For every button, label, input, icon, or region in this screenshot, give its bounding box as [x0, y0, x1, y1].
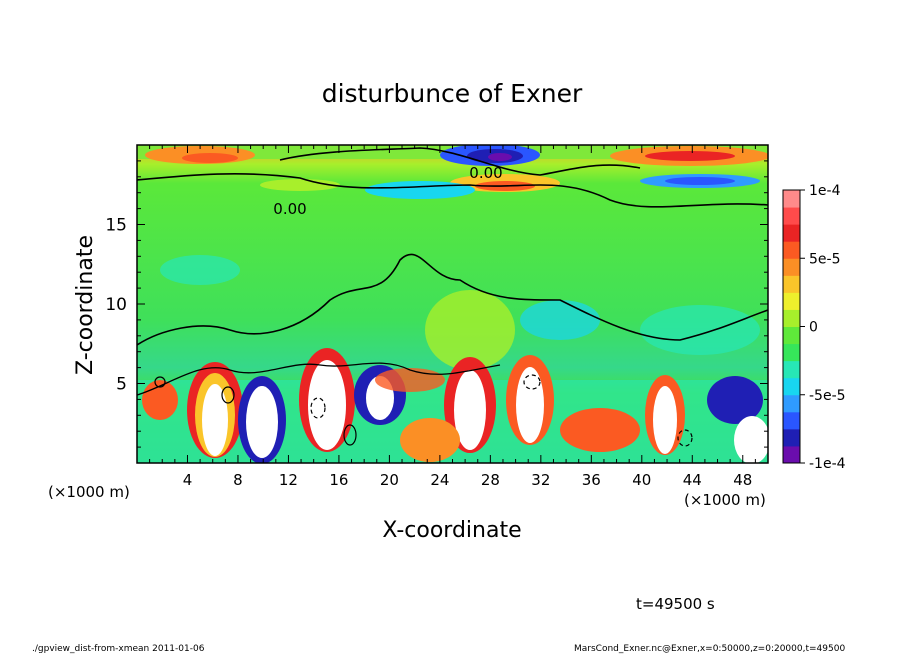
plume-e [444, 357, 496, 453]
plume-a [187, 362, 243, 458]
x-tick-label: 32 [531, 471, 550, 489]
colorbar-swatch [783, 411, 800, 430]
colorbar-swatch [783, 377, 800, 396]
colorbar-swatch [783, 394, 800, 413]
colorbar-tick-label: 1e-4 [809, 183, 841, 199]
footer-left: ./gpview_dist-from-xmean 2011-01-06 [32, 644, 205, 654]
colorbar-tick-label: -5e-5 [809, 388, 846, 404]
plume-c [299, 348, 355, 452]
colorbar-swatch [783, 258, 800, 276]
y-tick-label: 15 [105, 216, 127, 236]
colorbar-swatch [783, 326, 800, 345]
footer-right: MarsCond_Exner.nc@Exner,x=0:50000,z=0:20… [574, 644, 845, 654]
colorbar-swatch [783, 207, 800, 225]
colorbar-swatch [783, 343, 800, 362]
colorbar-swatch [783, 241, 800, 259]
colorbar-swatch [783, 445, 800, 464]
x-tick-label: 28 [481, 471, 500, 489]
heatmap-field [137, 145, 768, 463]
x-tick-label: 36 [582, 471, 601, 489]
colorbar-tick-label: 5e-5 [809, 251, 840, 267]
colorbar-swatch [783, 275, 800, 293]
time-label: t=49500 s [636, 595, 715, 613]
plume-f [506, 355, 554, 445]
x-tick-label: 16 [329, 471, 348, 489]
x-tick-label: 48 [733, 471, 752, 489]
colorbar-swatch [783, 292, 800, 310]
y-axis-label: Z-coordinate [73, 235, 98, 375]
x-tick-label: 20 [380, 471, 399, 489]
colorbar-swatch [783, 428, 800, 447]
colorbar-swatch [783, 309, 800, 327]
y-tick-label: 5 [116, 375, 127, 395]
contour-label-left: 0.00 [273, 200, 306, 218]
x-unit-left: (×1000 m) [48, 483, 130, 501]
colorbar-swatch [783, 360, 800, 379]
colorbar-tick-label: 0 [809, 320, 818, 336]
x-tick-label: 40 [632, 471, 651, 489]
y-tick-label: 10 [105, 295, 127, 315]
x-tick-label: 8 [233, 471, 243, 489]
plume-h [645, 375, 685, 455]
x-tick-label: 4 [183, 471, 193, 489]
colorbar-tick-label: -1e-4 [809, 456, 846, 472]
colorbar-swatch [783, 190, 800, 208]
x-axis-label: X-coordinate [382, 518, 521, 543]
x-tick-label: 44 [683, 471, 702, 489]
plume-b [238, 376, 286, 463]
x-tick-label: 24 [430, 471, 449, 489]
x-unit-right: (×1000 m) [684, 491, 766, 509]
colorbar-swatch [783, 224, 800, 242]
plume-g [560, 408, 640, 452]
plume-i [707, 376, 768, 463]
contour-label-top: 0.00 [469, 164, 502, 182]
colorbar: 1e-4 5e-5 0 -5e-5 -1e-4 [782, 183, 846, 472]
chart-title: disturbunce of Exner [322, 79, 583, 108]
x-tick-label: 12 [279, 471, 298, 489]
